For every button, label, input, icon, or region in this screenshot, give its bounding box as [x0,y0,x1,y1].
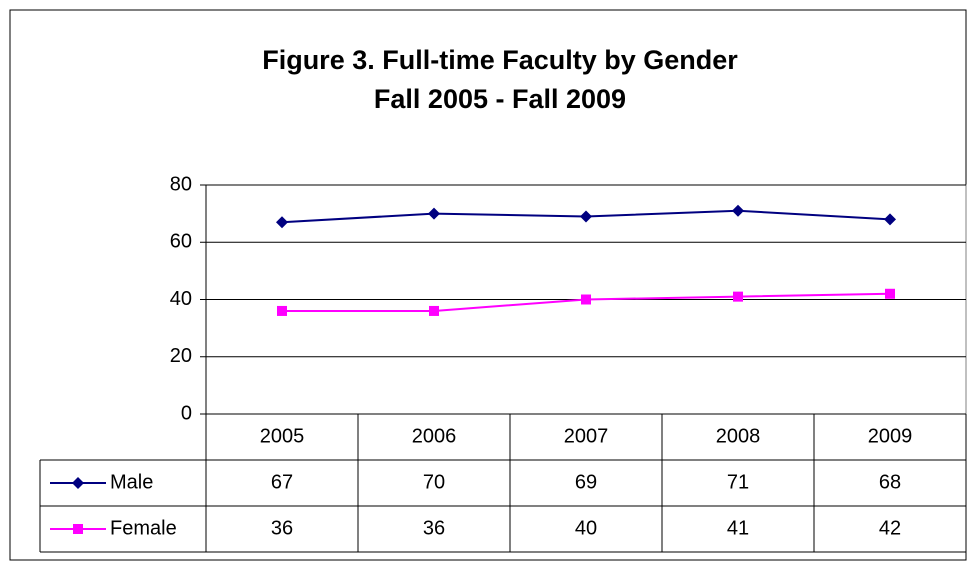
marker [428,207,440,220]
table-value: 71 [727,471,749,493]
table-value: 36 [423,517,445,539]
marker [732,204,744,217]
legend-label: Male [110,471,153,493]
marker [276,216,288,229]
marker [884,213,896,226]
x-tick-label: 2008 [716,425,761,447]
y-tick-label: 80 [170,173,192,195]
chart-subtitle: Fall 2005 - Fall 2009 [374,84,626,114]
marker [73,524,83,534]
marker [581,294,591,305]
marker [580,210,592,223]
y-tick-label: 0 [181,402,192,424]
table-value: 68 [879,471,901,493]
table-value: 40 [575,517,597,539]
y-tick-label: 40 [170,288,192,310]
x-tick-label: 2009 [868,425,913,447]
x-tick-label: 2005 [260,425,305,447]
legend-label: Female [110,517,177,539]
marker [885,288,895,299]
table-value: 69 [575,471,597,493]
table-value: 42 [879,517,901,539]
marker [277,305,287,316]
y-tick-label: 20 [170,345,192,367]
x-tick-label: 2007 [564,425,609,447]
table-value: 36 [271,517,293,539]
marker [733,291,743,302]
table-value: 70 [423,471,445,493]
table-value: 67 [271,471,293,493]
marker [72,477,84,489]
table-value: 41 [727,517,749,539]
x-tick-label: 2006 [412,425,457,447]
marker [429,305,439,316]
y-tick-label: 60 [170,231,192,253]
chart-title: Figure 3. Full-time Faculty by Gender [262,45,738,75]
